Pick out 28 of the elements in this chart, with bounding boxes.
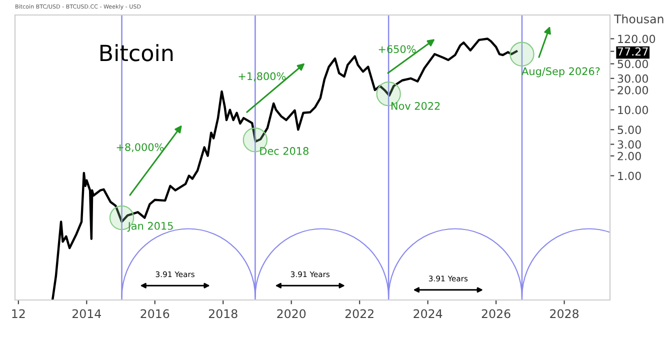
x-tick-label: 2022	[345, 309, 374, 318]
y-tick-label: 20.00	[618, 86, 648, 94]
x-tick-label: 2016	[140, 309, 170, 318]
x-tick-label: 2026	[482, 309, 510, 318]
annotation: Nov 2022	[392, 102, 440, 110]
text: Bitcoin	[100, 44, 173, 62]
y-tick-label: 5.00	[618, 126, 641, 134]
x-tick-label: 2024	[414, 309, 442, 318]
annotation: +650%	[378, 45, 416, 54]
annotation: Aug/Sep 2026?	[522, 67, 600, 78]
annotation: +1,800%	[238, 72, 286, 82]
y-tick-label: 1.00	[618, 172, 641, 180]
x-tick-label: 12	[12, 309, 25, 318]
y-tick-label: 2.00	[618, 152, 641, 160]
y-axis-title: Thousan	[614, 14, 664, 24]
y-tick-label: 30.00	[618, 74, 648, 83]
x-tick-label: 2014	[72, 309, 102, 318]
x-tick-label: 2020	[277, 309, 306, 318]
annotation: +8,000%	[116, 143, 164, 152]
y-tick-label: 10.00	[618, 106, 648, 114]
x-tick-label: 2028	[550, 309, 578, 318]
annotation: Dec 2018	[260, 147, 308, 155]
y-tick-label: 120.00	[618, 34, 656, 44]
annotation: Jan 2015	[127, 222, 173, 232]
y-tick-label: 3.00	[618, 140, 641, 149]
y-tick-label: 50.00	[618, 60, 648, 68]
x-tick-label: 2018	[208, 309, 238, 318]
y-tick-label: 77.27	[618, 47, 648, 56]
